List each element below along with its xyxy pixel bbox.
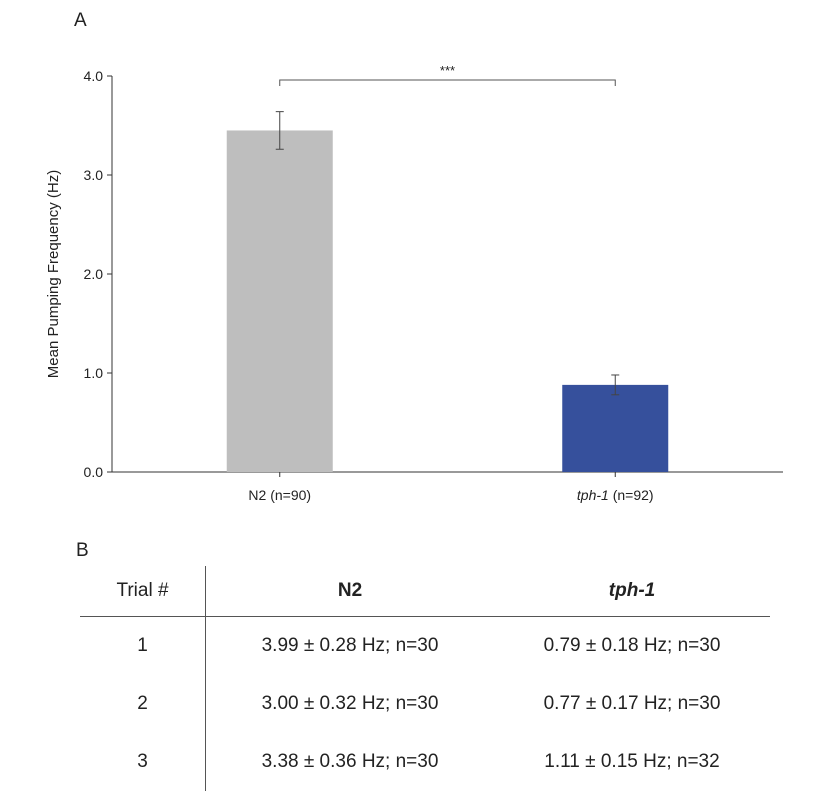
tph1-value: 0.79 ± 0.18 Hz; n=30: [543, 635, 721, 656]
header-n2: N2: [205, 566, 494, 617]
header-trial: Trial #: [80, 566, 206, 617]
bar: [226, 130, 333, 472]
header-tph1: tph-1: [494, 566, 770, 617]
bar: [562, 384, 669, 472]
chart-labels: Mean Pumping Frequency (Hz) N2 (n=90) tph-…: [45, 63, 654, 503]
n2-value: 3.99 ± 0.28 Hz; n=30: [261, 635, 439, 656]
table-row: 2 3.00 ± 0.32 Hz; n=30 0.77 ± 0.17 Hz; n…: [80, 675, 770, 733]
y-axis-label: Mean Pumping Frequency (Hz): [45, 170, 62, 378]
chart-axes: 0.0 1.0 2.0 3.0 4.0: [84, 68, 783, 480]
trials-table: Trial # N2 tph-1 1 3.99 ± 0.28 Hz; n=30 …: [80, 566, 770, 791]
x-tick-label: tph-1 (n=92): [577, 487, 654, 503]
category-name: tph-1: [577, 487, 609, 503]
trial-number: 3: [80, 733, 206, 791]
category-name: N2: [248, 487, 266, 503]
trial-number: 1: [80, 616, 206, 675]
tph1-value: 0.77 ± 0.17 Hz; n=30: [543, 693, 721, 714]
category-n: (n=92): [609, 487, 654, 503]
y-tick-label: 2.0: [84, 266, 104, 282]
n2-value: 3.00 ± 0.32 Hz; n=30: [261, 693, 439, 714]
significance-bracket: [279, 79, 616, 86]
significance-label: ***: [440, 63, 455, 78]
y-tick-label: 4.0: [84, 68, 104, 84]
table-header-row: Trial # N2 tph-1: [80, 566, 770, 617]
y-tick-label: 1.0: [84, 365, 104, 381]
table-row: 1 3.99 ± 0.28 Hz; n=30 0.79 ± 0.18 Hz; n…: [80, 616, 770, 675]
tph1-value: 1.11 ± 0.15 Hz; n=32: [544, 751, 720, 772]
panel-label-b: B: [76, 540, 89, 561]
n2-value: 3.38 ± 0.36 Hz; n=30: [261, 751, 439, 772]
trial-number: 2: [80, 675, 206, 733]
y-tick-label: 0.0: [84, 464, 104, 480]
panel-label-a: A: [74, 10, 87, 31]
x-tick-label: N2 (n=90): [248, 487, 311, 503]
category-n: (n=90): [266, 487, 311, 503]
y-tick-label: 3.0: [84, 167, 104, 183]
chart-bars: [226, 111, 669, 472]
bar-chart: 0.0 1.0 2.0 3.0 4.0 Mean Pumping Frequency (…: [45, 63, 783, 503]
table-row: 3 3.38 ± 0.36 Hz; n=30 1.11 ± 0.15 Hz; n…: [80, 733, 770, 791]
